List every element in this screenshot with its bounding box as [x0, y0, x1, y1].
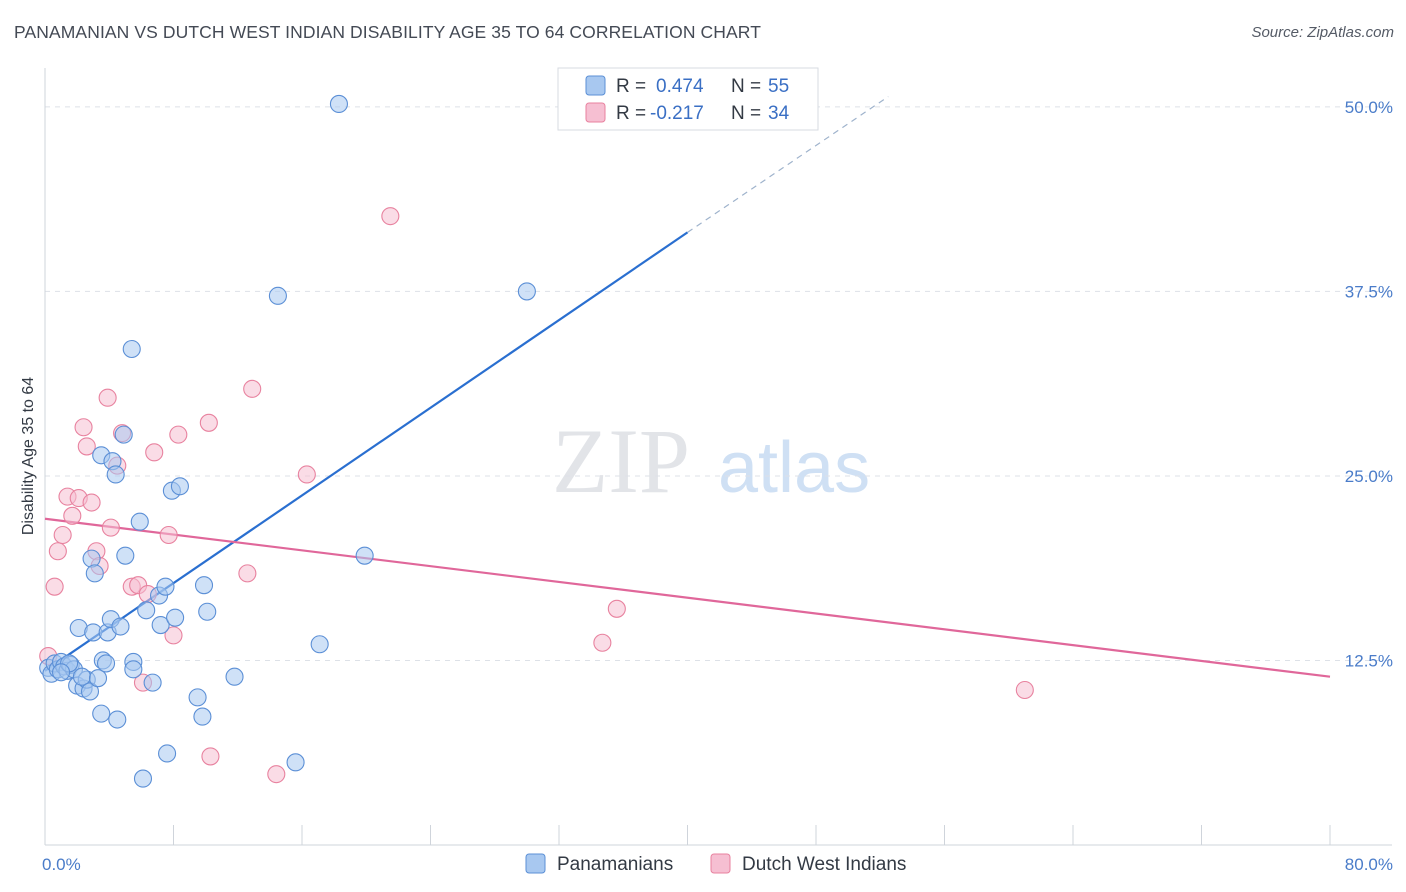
point-dutch-west-indians — [381, 207, 400, 226]
y-tick-label: 12.5% — [1345, 651, 1393, 670]
point-dutch-west-indians — [1015, 680, 1034, 700]
point-panamanians — [188, 688, 207, 707]
point-dutch-west-indians — [98, 388, 117, 407]
point-panamanians — [116, 546, 135, 565]
point-panamanians — [193, 707, 212, 726]
point-panamanians — [151, 615, 170, 635]
point-dutch-west-indians — [101, 518, 120, 537]
data-points — [39, 94, 1034, 788]
point-panamanians — [310, 635, 329, 654]
point-dutch-west-indians — [238, 564, 257, 583]
point-dutch-west-indians — [201, 747, 220, 766]
point-panamanians — [85, 564, 104, 583]
legend-series: Panamanians Dutch West Indians — [525, 853, 906, 875]
point-panamanians — [329, 94, 348, 114]
point-dutch-west-indians — [82, 493, 101, 512]
tick-labels: 12.5% 25.0% 37.5% 50.0% 0.0% 80.0% — [42, 98, 1393, 874]
point-panamanians — [92, 704, 111, 723]
legend-swatch-dutch-west-indians — [585, 102, 606, 123]
point-panamanians — [143, 673, 162, 692]
legend-r-value-panamanians: 0.474 — [656, 76, 704, 97]
point-dutch-west-indians — [145, 443, 164, 462]
trend-lines — [44, 96, 1331, 678]
point-dutch-west-indians — [77, 437, 96, 456]
point-panamanians — [82, 549, 101, 568]
point-panamanians — [52, 663, 71, 682]
zipatlas-watermark: ZIP atlas — [552, 410, 870, 512]
point-panamanians — [80, 682, 100, 701]
point-panamanians — [268, 286, 287, 305]
point-panamanians — [122, 339, 141, 359]
point-panamanians — [156, 577, 175, 596]
legend-bottom-label-panamanians: Panamanians — [557, 854, 673, 875]
x-tick-label-min: 0.0% — [42, 855, 81, 874]
legend-n-value-panamanians: 55 — [768, 76, 789, 97]
point-panamanians — [166, 608, 185, 627]
point-dutch-west-indians — [159, 525, 178, 545]
legend-n-label-panamanians: N = — [731, 76, 761, 97]
point-panamanians — [225, 667, 244, 686]
point-panamanians — [111, 617, 130, 636]
legend-n-label-dutch-west-indians: N = — [731, 103, 761, 124]
legend-stats: R = 0.474 N = 55 R = -0.217 N = 34 — [557, 67, 819, 131]
legend-swatch-panamanians — [585, 75, 606, 96]
point-dutch-west-indians — [74, 418, 93, 437]
watermark-zip: ZIP — [552, 410, 690, 512]
axes — [44, 68, 1392, 846]
legend-bottom-swatch-dutch-west-indians — [710, 853, 731, 874]
point-panamanians — [133, 769, 153, 788]
point-panamanians — [286, 753, 305, 772]
legend-bottom-label-dutch-west-indians: Dutch West Indians — [742, 854, 906, 875]
point-dutch-west-indians — [593, 633, 612, 652]
source-credit: Source: ZipAtlas.com — [1251, 24, 1394, 41]
point-panamanians — [106, 465, 125, 484]
point-panamanians — [124, 660, 143, 679]
legend-r-label-panamanians: R = — [616, 76, 646, 97]
point-dutch-west-indians — [63, 506, 82, 525]
point-dutch-west-indians — [169, 425, 188, 444]
point-panamanians — [137, 601, 156, 620]
x-tick-label-max: 80.0% — [1345, 855, 1393, 874]
y-tick-label: 37.5% — [1345, 282, 1393, 301]
point-panamanians — [88, 669, 108, 688]
point-panamanians — [517, 282, 536, 301]
watermark-atlas: atlas — [718, 428, 870, 508]
point-panamanians — [96, 654, 116, 673]
legend-r-label-dutch-west-indians: R = — [616, 103, 646, 124]
legend-n-value-dutch-west-indians: 34 — [768, 103, 790, 124]
legend-bottom-swatch-panamanians — [525, 853, 546, 874]
point-dutch-west-indians — [199, 413, 218, 432]
y-tick-label: 25.0% — [1345, 467, 1393, 486]
y-axis-title: Disability Age 35 to 64 — [20, 377, 37, 535]
chart-title: PANAMANIAN VS DUTCH WEST INDIAN DISABILI… — [14, 22, 762, 42]
point-panamanians — [158, 744, 177, 763]
grid-lines — [45, 106, 1390, 661]
trend-line-panamanians-extension — [687, 96, 889, 233]
point-panamanians — [130, 512, 149, 531]
point-dutch-west-indians — [45, 577, 64, 596]
point-dutch-west-indians — [607, 599, 626, 618]
point-dutch-west-indians — [267, 765, 286, 784]
point-panamanians — [72, 667, 91, 686]
point-dutch-west-indians — [53, 525, 72, 545]
trend-line-dutch-west-indians — [44, 517, 1331, 678]
point-dutch-west-indians — [243, 379, 262, 398]
point-panamanians — [355, 546, 374, 565]
point-dutch-west-indians — [164, 626, 183, 645]
point-panamanians — [170, 477, 189, 496]
point-dutch-west-indians — [48, 542, 67, 561]
legend-r-value-dutch-west-indians: -0.217 — [650, 103, 704, 124]
point-panamanians — [114, 425, 133, 444]
point-panamanians — [198, 602, 217, 621]
y-tick-label: 50.0% — [1345, 98, 1393, 117]
point-panamanians — [194, 576, 214, 595]
point-panamanians — [108, 710, 127, 729]
point-dutch-west-indians — [297, 465, 316, 484]
